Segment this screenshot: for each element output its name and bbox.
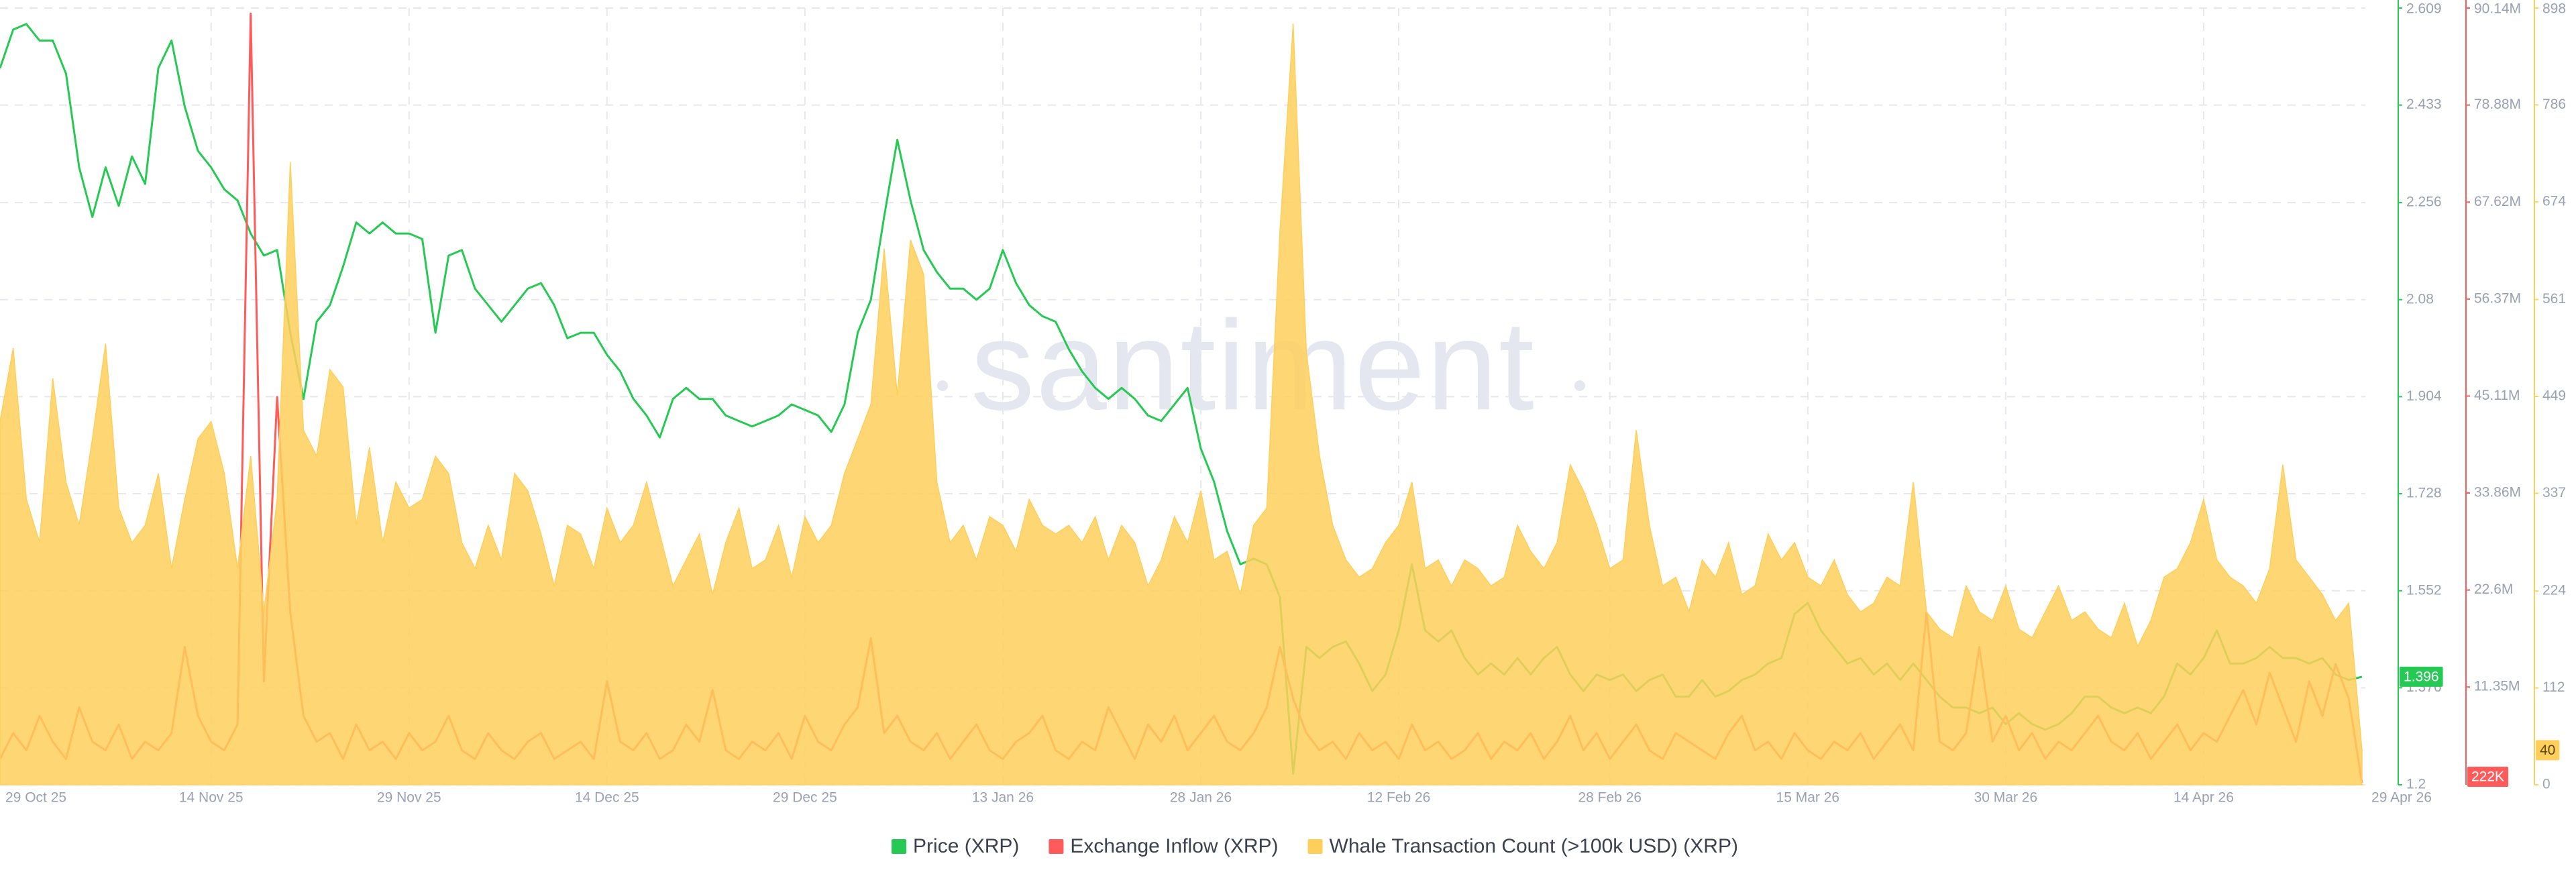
current-value-badge: 1.396 (2400, 666, 2443, 687)
y-tick-label: 90.14M (2474, 1, 2521, 17)
badge-box (2467, 767, 2509, 787)
y-tick-label: 56.37M (2474, 290, 2521, 306)
legend-label: Exchange Inflow (XRP) (1070, 835, 1278, 857)
plot-area (0, 12, 2363, 785)
y-tick-label: 0 (2542, 777, 2551, 792)
badge-label: 1.396 (2404, 669, 2439, 684)
badge-label: 222K (2471, 769, 2504, 785)
legend: Price (XRP) Exchange Inflow (XRP) Whale Tr… (892, 835, 1738, 857)
badge-box (2400, 666, 2443, 687)
x-tick-label: 14 Apr 26 (2174, 790, 2234, 806)
y-tick-label: 45.11M (2474, 388, 2520, 403)
current-value-badge: 222K (2467, 767, 2509, 787)
x-tick-label: 29 Nov 25 (377, 790, 441, 806)
x-tick-label: 29 Apr 26 (2371, 790, 2432, 806)
y-tick-label: 78.88M (2474, 97, 2521, 112)
legend-swatch (1307, 839, 1323, 854)
x-tick-label: 30 Mar 26 (1974, 790, 2038, 806)
y-tick-label: 1.552 (2406, 582, 2442, 598)
y-tick-label: 2.256 (2406, 195, 2442, 210)
watermark-dot (1574, 380, 1585, 391)
y-tick-label: 112 (2542, 679, 2565, 695)
x-tick-label: 13 Jan 26 (972, 790, 1034, 806)
legend-swatch (1049, 839, 1064, 854)
y-tick-label: 67.62M (2474, 194, 2521, 209)
badge-label: 40 (2540, 743, 2555, 758)
x-tick-label: 14 Nov 25 (179, 790, 244, 806)
y-tick-label: 2.08 (2406, 291, 2434, 307)
y-tick-label: 224 (2542, 583, 2566, 598)
watermark-dot (937, 380, 948, 391)
y-tick-label: 449 (2542, 388, 2566, 404)
watermark: santiment (937, 294, 1585, 437)
x-tick-label: 29 Dec 25 (773, 790, 837, 806)
y-tick-label: 898 (2542, 1, 2566, 17)
legend-label: Price (XRP) (913, 835, 1019, 857)
y-tick-label: 1.904 (2406, 388, 2442, 404)
x-tick-label: 14 Dec 25 (575, 790, 639, 806)
y-tick-label: 337 (2542, 485, 2566, 500)
axes: 29 Oct 25 14 Nov 25 29 Nov 25 14 Dec 25 29 D… (5, 0, 2566, 806)
badge-box (2536, 740, 2560, 761)
x-tick-label: 28 Feb 26 (1578, 790, 1642, 806)
x-tick-label: 15 Mar 26 (1776, 790, 1840, 806)
y-tick-label: 786 (2542, 97, 2566, 112)
y-tick-label: 674 (2542, 193, 2566, 209)
current-value-badge: 40 (2536, 740, 2560, 761)
y-tick-label: 11.35M (2474, 679, 2520, 694)
y-tick-label: 2.433 (2406, 97, 2442, 112)
y-tick-label: 22.6M (2474, 582, 2513, 597)
legend-swatch (892, 839, 907, 854)
y-tick-label: 2.609 (2406, 1, 2442, 17)
series-area (0, 23, 2363, 785)
x-tick-label: 12 Feb 26 (1367, 790, 1431, 806)
y-tick-label: 33.86M (2474, 485, 2521, 500)
legend-label: Whale Transaction Count (>100k USD) (XRP… (1330, 835, 1738, 857)
y-tick-label: 1.2 (2406, 777, 2426, 792)
y-tick-label: 1.728 (2406, 486, 2442, 501)
x-tick-label: 29 Oct 25 (5, 790, 66, 806)
watermark-text: santiment (971, 294, 1536, 437)
y-tick-label: 561 (2542, 291, 2566, 307)
x-tick-label: 28 Jan 26 (1170, 790, 1232, 806)
